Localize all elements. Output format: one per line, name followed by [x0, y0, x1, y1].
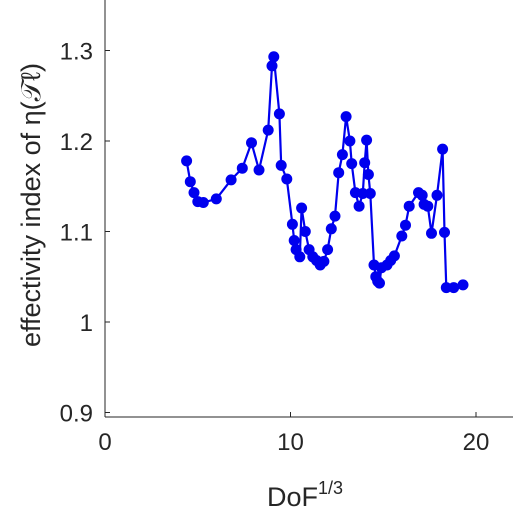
data-point — [396, 230, 408, 242]
series-group — [185, 56, 464, 289]
data-point — [246, 137, 257, 149]
ticks — [104, 50, 477, 417]
series-line — [185, 56, 464, 289]
x-tick-label: 0 — [98, 429, 111, 456]
data-point — [416, 189, 428, 201]
y-tick-label: 1.2 — [60, 129, 93, 156]
data-point — [403, 200, 415, 212]
data-point — [225, 174, 237, 186]
data-point — [253, 164, 265, 176]
data-point — [268, 51, 280, 63]
data-point — [426, 227, 437, 239]
data-point — [344, 135, 356, 147]
data-point — [322, 244, 334, 256]
data-point — [275, 159, 287, 171]
data-point — [340, 111, 352, 123]
data-point — [336, 149, 348, 161]
y-tick-label: 1.3 — [60, 39, 93, 66]
data-point — [188, 187, 200, 199]
data-points — [181, 51, 469, 294]
data-point — [364, 188, 376, 199]
data-point — [236, 162, 248, 174]
data-point — [294, 251, 306, 263]
data-point — [439, 226, 450, 238]
data-point — [353, 200, 365, 212]
data-point — [361, 134, 373, 146]
data-point — [318, 255, 330, 267]
data-point — [210, 193, 222, 205]
data-point — [197, 197, 209, 208]
data-point — [400, 219, 411, 231]
data-point — [422, 200, 434, 212]
data-point — [448, 282, 460, 294]
data-point — [359, 157, 371, 169]
tick-labels: 0 10 20 0.9 1 1.1 1.2 1.3 — [60, 39, 490, 457]
data-point — [273, 108, 285, 120]
x-axis-label-main: DoF — [267, 482, 318, 512]
data-point — [437, 143, 449, 155]
data-point — [181, 155, 193, 167]
data-point — [346, 158, 358, 170]
data-point — [286, 218, 298, 230]
data-point — [329, 210, 341, 222]
data-point — [288, 235, 300, 246]
data-point — [362, 169, 374, 180]
data-point — [431, 189, 443, 201]
data-point — [266, 60, 278, 72]
data-point — [325, 223, 337, 235]
data-point — [281, 173, 293, 185]
axes — [104, 0, 513, 418]
data-point — [333, 167, 345, 179]
x-axis-label-superscript: 1/3 — [318, 478, 343, 498]
data-point — [299, 226, 311, 237]
x-tick-label: 10 — [277, 429, 304, 456]
data-point — [374, 277, 385, 289]
data-point — [296, 202, 308, 214]
x-tick-label: 20 — [463, 429, 490, 456]
data-point — [184, 176, 196, 188]
data-point — [388, 250, 400, 262]
y-axis-label: effectivity index of η(𝒯ℓ) — [16, 63, 46, 347]
y-tick-label: 1 — [80, 310, 93, 337]
data-point — [457, 279, 469, 291]
y-tick-label: 1.1 — [60, 220, 93, 247]
data-point — [262, 124, 274, 136]
y-tick-label: 0.9 — [60, 401, 93, 428]
x-axis-label: DoF1/3 — [267, 478, 343, 512]
